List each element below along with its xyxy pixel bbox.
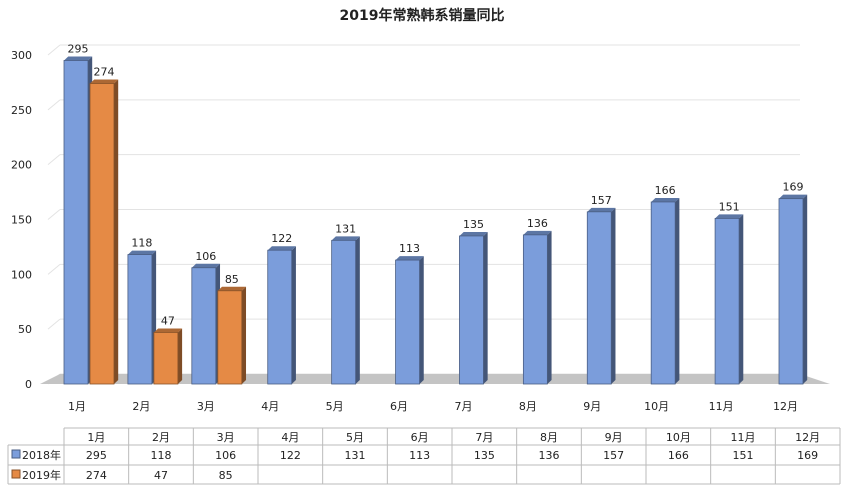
table-cell-2018: 136 (539, 449, 560, 462)
x-axis: 1月 2月 3月 4月 5月 6月 7月 8月 9月 10月 11月 12月 (68, 400, 798, 413)
legend-swatch-2019 (11, 469, 21, 479)
data-label-2018: 169 (783, 181, 804, 194)
x-tick-label: 12月 (773, 400, 798, 413)
table-cell-2018: 122 (280, 449, 301, 462)
table-header-cell: 12月 (795, 431, 820, 444)
x-tick-label: 2月 (132, 400, 150, 413)
x-tick-label: 5月 (326, 400, 344, 413)
y-tick-label: 300 (11, 49, 32, 62)
table-header-cell: 9月 (605, 431, 623, 444)
bar-2018 (191, 263, 221, 385)
legend-label-2018: 2018年 (22, 448, 61, 462)
x-tick-label: 8月 (519, 400, 537, 413)
bar-2018 (650, 197, 680, 385)
table-cell-2019: 85 (219, 469, 233, 482)
table-header-cell: 3月 (217, 431, 235, 444)
x-tick-label: 9月 (583, 400, 601, 413)
bar-2018 (127, 250, 157, 385)
bar-2018 (395, 256, 424, 385)
bar-2019 (153, 328, 183, 385)
y-tick-label: 150 (11, 214, 32, 227)
y-tick-label: 0 (25, 378, 32, 391)
data-label-2018: 166 (655, 184, 676, 197)
legend-label-2019: 2019年 (22, 468, 61, 482)
data-label-2019: 85 (225, 273, 239, 286)
x-tick-label: 11月 (709, 400, 734, 413)
table-header-cell: 11月 (731, 431, 756, 444)
table-cell-2018: 113 (409, 449, 430, 462)
table-cell-2018: 118 (151, 449, 172, 462)
table-cell-2018: 295 (86, 449, 107, 462)
table-cell-2019: 274 (86, 469, 107, 482)
table-header-cell: 10月 (666, 431, 691, 444)
table-cell-2018: 106 (215, 449, 236, 462)
data-label-2019: 274 (94, 66, 115, 79)
table-header-cell: 6月 (411, 431, 429, 444)
table-header-cell: 8月 (540, 431, 558, 444)
table-cell-2018: 131 (345, 449, 366, 462)
chart-title: 2019年常熟韩系销量同比 (340, 7, 505, 24)
data-label-2018: 151 (719, 200, 740, 213)
x-tick-label: 1月 (68, 400, 86, 413)
bar-2018 (63, 56, 93, 385)
bar-2018 (586, 207, 616, 385)
data-table: 1月 295 274 2月 118 47 3月 106 85 4月 122 5月 131 6月 113 7月 1… (7, 427, 841, 485)
y-tick-label: 50 (18, 323, 32, 336)
table-cell-2018: 157 (603, 449, 624, 462)
x-tick-label: 7月 (454, 400, 472, 413)
data-label-2018: 131 (335, 222, 356, 235)
bar-2019 (89, 79, 119, 385)
bar-2018 (331, 236, 360, 385)
bar-2018 (267, 246, 296, 385)
data-label-2018: 106 (195, 250, 216, 263)
data-label-2018: 113 (399, 242, 420, 255)
data-label-2018: 295 (68, 42, 89, 55)
table-cell-2019: 47 (154, 469, 168, 482)
x-tick-label: 4月 (261, 400, 279, 413)
x-tick-label: 6月 (390, 400, 408, 413)
table-header-cell: 7月 (475, 431, 493, 444)
bar-2018 (522, 230, 552, 385)
legend-swatch-2018 (11, 449, 21, 459)
table-header-cell: 4月 (281, 431, 299, 444)
bar-2019 (217, 286, 247, 385)
data-label-2018: 118 (131, 237, 152, 250)
y-tick-label: 100 (11, 268, 32, 281)
table-cell-2018: 166 (668, 449, 689, 462)
y-axis: 0 50 100 150 200 250 300 (11, 49, 32, 391)
data-label-2018: 122 (271, 232, 292, 245)
bar-2018 (778, 194, 808, 385)
x-tick-label: 3月 (197, 400, 215, 413)
x-tick-label: 10月 (644, 400, 669, 413)
y-tick-label: 200 (11, 159, 32, 172)
table-cell-2018: 169 (797, 449, 818, 462)
data-label-2018: 136 (527, 217, 548, 230)
data-label-2018: 157 (591, 194, 612, 207)
table-cell-2018: 151 (733, 449, 754, 462)
bar-2018 (459, 231, 488, 385)
data-label-2018: 135 (463, 218, 484, 231)
table-cell-2018: 135 (474, 449, 495, 462)
y-tick-label: 250 (11, 104, 32, 117)
bars: 295 274 118 47 106 85 122 131 113 135 136 157 166 151… (63, 42, 808, 385)
bar-2018 (714, 214, 744, 385)
data-label-2019: 47 (161, 314, 175, 327)
table-header-cell: 2月 (152, 431, 170, 444)
table-header-cell: 5月 (346, 431, 364, 444)
table-header-cell: 1月 (87, 431, 105, 444)
